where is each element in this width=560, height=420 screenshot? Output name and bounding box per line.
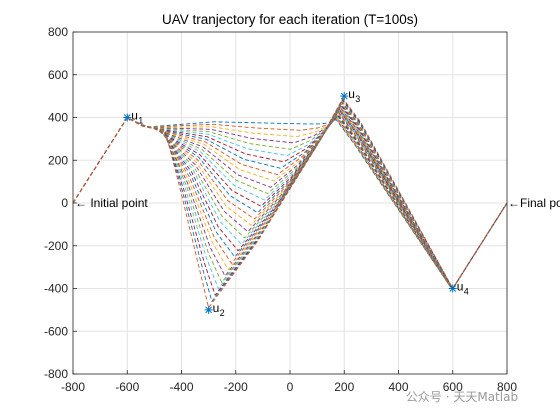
waypoint-label-subscript: 4	[464, 287, 469, 297]
waypoint-marker	[448, 284, 457, 293]
x-tick-label: -800	[61, 380, 85, 394]
waypoint-label-subscript: 1	[138, 116, 143, 126]
trajectory-iteration-line	[73, 117, 507, 289]
x-tick-label: 800	[497, 380, 517, 394]
x-tick-label: -400	[169, 380, 193, 394]
x-tick-label: 600	[443, 380, 463, 394]
waypoint-label: u	[131, 109, 138, 123]
y-tick-label: -200	[44, 239, 68, 253]
y-tick-label: -400	[44, 282, 68, 296]
axes-border	[72, 31, 508, 375]
y-tick-label: -600	[44, 324, 68, 338]
waypoint-marker	[123, 113, 132, 122]
waypoint-marker	[340, 92, 349, 101]
x-tick-label: 400	[388, 380, 408, 394]
watermark-text: 公众号 · 天天Matlab	[406, 390, 518, 404]
trajectory-iteration-line	[73, 100, 507, 290]
waypoint-marker-d2	[449, 285, 457, 292]
chart-title: UAV tranjectory for each iteration (T=10…	[162, 12, 418, 27]
y-tick-label: 800	[48, 25, 68, 39]
y-tick-label: 600	[48, 68, 68, 82]
trajectory-iteration-line	[73, 101, 507, 289]
x-tick-label: 200	[334, 380, 354, 394]
initial-point-label: ← Initial point	[75, 196, 148, 210]
waypoint-label-subscript: 3	[355, 94, 360, 104]
waypoint-marker	[204, 305, 213, 314]
x-tick-label: -600	[115, 380, 139, 394]
waypoint-label: u	[457, 280, 464, 294]
trajectory-iteration-line	[73, 97, 507, 309]
plot-area: -800 -600 -400 -200 0 200 400 600 800 -800 -600 -40…	[44, 25, 560, 394]
waypoint-label: u	[213, 301, 220, 315]
final-point-label: ←Final point	[508, 196, 560, 210]
waypoint-marker-d2	[205, 306, 212, 314]
trajectory-group	[73, 97, 507, 309]
y-tick-label: -800	[44, 367, 68, 381]
waypoint-marker-d2	[340, 92, 348, 100]
y-tick-label: 200	[48, 153, 68, 167]
waypoint-marker-d2	[123, 114, 131, 121]
trajectory-iteration-line	[73, 100, 507, 289]
x-tick-label: -200	[224, 380, 248, 394]
waypoint-label-subscript: 2	[220, 308, 225, 318]
y-tick-label: 400	[48, 111, 68, 125]
trajectory-iteration-line	[73, 99, 507, 296]
trajectory-iteration-line	[73, 117, 507, 289]
y-tick-label: 0	[61, 196, 68, 210]
x-tick-label: 0	[287, 380, 294, 394]
waypoint-label: u	[348, 87, 355, 101]
